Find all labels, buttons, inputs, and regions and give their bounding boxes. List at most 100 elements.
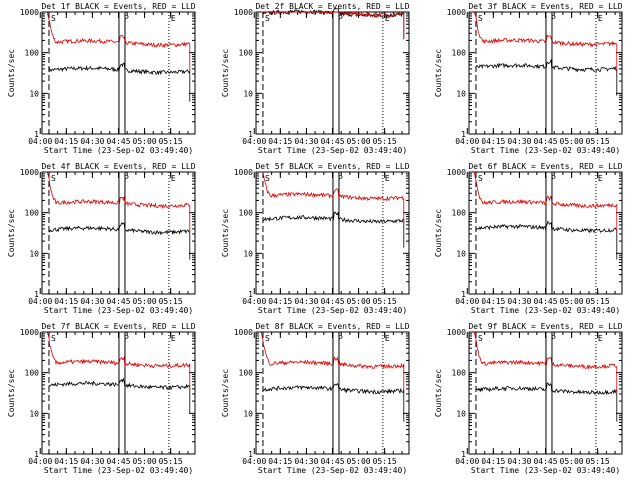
y-tick-label: 10 xyxy=(243,409,253,418)
x-tick-label: 04:15 xyxy=(481,297,505,306)
marker-label: E xyxy=(385,14,390,23)
marker-label: S xyxy=(478,14,483,23)
x-axis-label: Start Time (23-Sep-02 03:49:40) xyxy=(258,306,407,315)
marker-label: S xyxy=(265,14,270,23)
chart-panel-3: Det 3f BLACK = Events, RED = LLD 1 10 100 10… xyxy=(434,2,623,155)
chart-title: Det 5f BLACK = Events, RED = LLD xyxy=(255,162,409,171)
x-tick-label: 04:15 xyxy=(54,457,78,466)
y-tick-label: 10 xyxy=(456,409,466,418)
y-axis-label: Counts/sec xyxy=(221,209,230,257)
x-tick-label: 04:45 xyxy=(106,297,130,306)
peak-marker-box xyxy=(118,331,126,455)
x-tick-label: 04:45 xyxy=(106,137,130,146)
chart-title: Det 9f BLACK = Events, RED = LLD xyxy=(468,322,622,331)
x-tick-label: 05:00 xyxy=(133,137,157,146)
chart-title: Det 4f BLACK = Events, RED = LLD xyxy=(41,162,195,171)
y-tick-label: 10 xyxy=(456,89,466,98)
x-tick-label: 04:00 xyxy=(455,457,479,466)
peak-marker-box xyxy=(118,171,126,295)
x-tick-label: 04:00 xyxy=(242,297,266,306)
lld-series-line xyxy=(260,331,405,393)
y-tick-label: 1 xyxy=(34,450,39,459)
x-axis-label: Start Time (23-Sep-02 03:49:40) xyxy=(258,466,407,475)
marker-label: E xyxy=(598,14,603,23)
marker-label: E xyxy=(385,334,390,343)
x-tick-label: 05:00 xyxy=(560,137,584,146)
lld-series-line xyxy=(473,11,618,70)
x-tick-label: 04:30 xyxy=(294,297,318,306)
lld-series-line xyxy=(46,11,191,72)
x-tick-label: 04:45 xyxy=(320,297,344,306)
x-tick-label: 05:15 xyxy=(159,137,183,146)
y-axis-label: Counts/sec xyxy=(434,49,443,97)
chart-title: Det 8f BLACK = Events, RED = LLD xyxy=(255,322,409,331)
peak-marker-box xyxy=(545,171,553,295)
y-tick-label: 100 xyxy=(452,49,467,58)
x-tick-label: 05:15 xyxy=(586,297,610,306)
x-tick-label: 05:15 xyxy=(159,297,183,306)
y-axis-label: Counts/sec xyxy=(7,209,16,257)
y-tick-label: 1 xyxy=(461,290,466,299)
x-tick-label: 04:30 xyxy=(80,297,104,306)
events-series-line xyxy=(48,377,191,414)
chart-panel-7: Det 7f BLACK = Events, RED = LLD 1 10 100 10… xyxy=(7,322,196,475)
x-tick-label: 04:30 xyxy=(507,137,531,146)
y-tick-label: 10 xyxy=(29,409,39,418)
lld-series-line xyxy=(46,331,191,392)
marker-label: E xyxy=(171,174,176,183)
x-tick-label: 04:15 xyxy=(268,457,292,466)
x-tick-label: 04:45 xyxy=(533,137,557,146)
x-tick-label: 04:15 xyxy=(481,457,505,466)
marker-label: E xyxy=(385,174,390,183)
events-series-line xyxy=(475,58,618,96)
x-axis-label: Start Time (23-Sep-02 03:49:40) xyxy=(44,466,193,475)
chart-title: Det 3f BLACK = Events, RED = LLD xyxy=(468,2,622,11)
y-tick-label: 10 xyxy=(243,249,253,258)
y-axis-label: Counts/sec xyxy=(434,369,443,417)
y-tick-label: 100 xyxy=(239,209,254,218)
y-tick-label: 1000 xyxy=(234,328,253,337)
y-tick-label: 100 xyxy=(25,49,40,58)
events-series-line xyxy=(262,211,405,248)
y-tick-label: 1000 xyxy=(447,328,466,337)
marker-label: P xyxy=(338,174,343,183)
x-tick-label: 04:00 xyxy=(28,137,52,146)
y-axis-label: Counts/sec xyxy=(221,49,230,97)
lld-series-line xyxy=(473,171,618,232)
x-axis-label: Start Time (23-Sep-02 03:49:40) xyxy=(471,146,620,155)
chart-title: Det 6f BLACK = Events, RED = LLD xyxy=(468,162,622,171)
x-tick-label: 04:30 xyxy=(80,137,104,146)
x-tick-label: 04:15 xyxy=(268,297,292,306)
y-tick-label: 1000 xyxy=(234,168,253,177)
chart-panel-5: Det 5f BLACK = Events, RED = LLD 1 10 100 10… xyxy=(221,162,410,315)
marker-label: S xyxy=(51,174,56,183)
y-tick-label: 1 xyxy=(248,130,253,139)
lld-series-line xyxy=(261,10,405,39)
y-tick-label: 100 xyxy=(452,209,467,218)
events-series-line xyxy=(262,382,405,422)
x-tick-label: 05:00 xyxy=(133,457,157,466)
x-tick-label: 04:00 xyxy=(28,297,52,306)
marker-label: E xyxy=(598,334,603,343)
marker-label: P xyxy=(124,334,129,343)
peak-marker-box xyxy=(332,11,340,135)
y-tick-label: 1 xyxy=(461,450,466,459)
marker-label: S xyxy=(265,174,270,183)
y-axis-label: Counts/sec xyxy=(7,369,16,417)
x-axis-label: Start Time (23-Sep-02 03:49:40) xyxy=(44,146,193,155)
x-tick-label: 04:00 xyxy=(455,137,479,146)
y-tick-label: 100 xyxy=(239,369,254,378)
marker-label: S xyxy=(265,334,270,343)
y-tick-label: 1000 xyxy=(447,168,466,177)
x-tick-label: 05:00 xyxy=(347,457,371,466)
x-tick-label: 04:15 xyxy=(54,137,78,146)
y-tick-label: 100 xyxy=(25,369,40,378)
peak-marker-box xyxy=(332,331,340,455)
x-tick-label: 04:45 xyxy=(106,457,130,466)
x-tick-label: 04:15 xyxy=(54,297,78,306)
lld-series-line xyxy=(473,331,618,393)
peak-marker-box xyxy=(332,171,340,295)
y-axis-label: Counts/sec xyxy=(221,369,230,417)
marker-label: S xyxy=(51,334,56,343)
y-tick-label: 1000 xyxy=(20,328,39,337)
